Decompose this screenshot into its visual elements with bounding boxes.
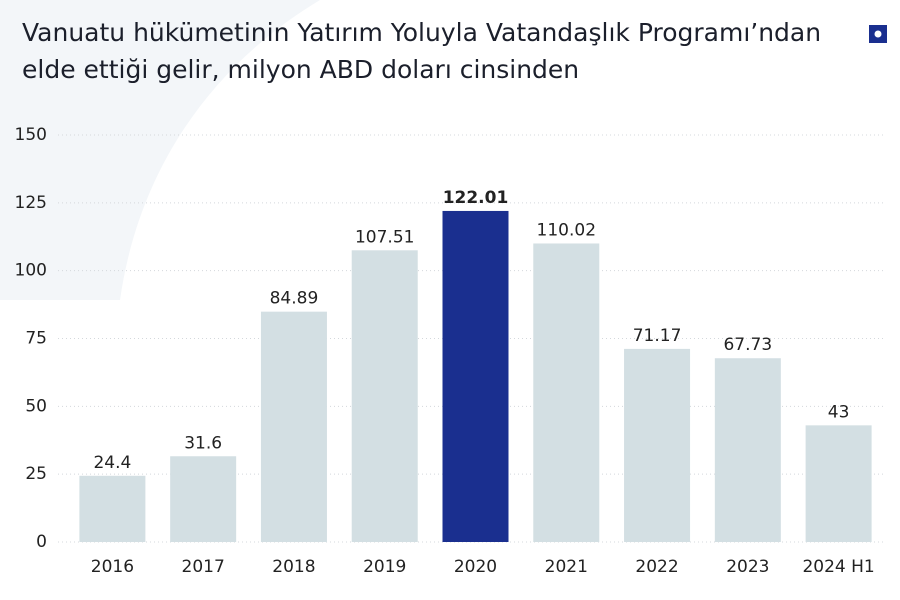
y-tick-label: 100	[15, 261, 47, 281]
value-label: 107.51	[355, 227, 414, 247]
value-label: 67.73	[723, 335, 772, 355]
x-tick-label: 2018	[272, 557, 315, 577]
x-tick-label: 2016	[91, 557, 134, 577]
value-label: 43	[828, 402, 850, 422]
y-tick-label: 125	[15, 193, 47, 213]
bar	[351, 250, 418, 542]
bar	[79, 475, 146, 542]
background-shape	[0, 0, 320, 300]
bar	[624, 348, 691, 542]
value-label: 122.01	[443, 188, 509, 208]
y-tick-label: 0	[36, 532, 47, 552]
bar	[805, 425, 872, 542]
y-tick-label: 75	[25, 329, 47, 349]
x-tick-label: 2021	[545, 557, 588, 577]
bar	[442, 210, 509, 542]
x-tick-label: 2017	[182, 557, 225, 577]
logo-dot	[874, 30, 882, 38]
value-label: 84.89	[270, 289, 319, 309]
x-tick-label: 2022	[635, 557, 678, 577]
value-label: 31.6	[184, 433, 222, 453]
y-tick-label: 150	[15, 125, 47, 145]
value-label: 24.4	[93, 453, 131, 473]
x-tick-label: 2023	[726, 557, 769, 577]
bar	[170, 456, 237, 542]
y-tick-label: 50	[25, 396, 47, 416]
bar	[260, 311, 327, 542]
value-label: 71.17	[633, 326, 682, 346]
x-tick-label: 2020	[454, 557, 497, 577]
x-tick-label: 2024 H1	[802, 557, 874, 577]
bar	[533, 243, 600, 542]
y-tick-label: 25	[25, 464, 47, 484]
bar	[714, 358, 781, 542]
value-label: 110.02	[537, 220, 596, 240]
chart-title: Vanuatu hükümetinin Yatırım Yoluyla Vata…	[22, 18, 822, 84]
x-tick-label: 2019	[363, 557, 406, 577]
